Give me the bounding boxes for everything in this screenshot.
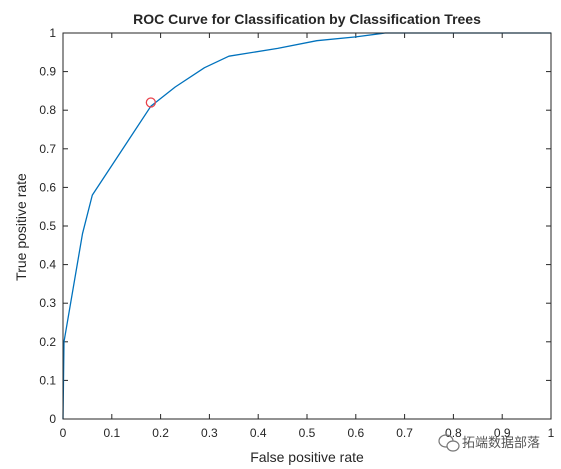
x-tick-label: 0.6 bbox=[347, 426, 364, 440]
x-tick-label: 0.8 bbox=[445, 426, 462, 440]
wechat-icon bbox=[438, 434, 460, 452]
y-tick-label: 0.2 bbox=[39, 335, 56, 349]
x-tick-label: 0.5 bbox=[299, 426, 316, 440]
y-tick-label: 0.7 bbox=[39, 142, 56, 156]
x-tick-label: 1 bbox=[548, 426, 555, 440]
x-tick-label: 0.1 bbox=[103, 426, 120, 440]
watermark: 拓端数据部落 bbox=[438, 434, 540, 452]
y-tick-label: 1 bbox=[49, 26, 56, 40]
y-tick-label: 0 bbox=[49, 412, 56, 426]
y-tick-label: 0.6 bbox=[39, 180, 56, 194]
x-tick-label: 0.7 bbox=[396, 426, 413, 440]
chart-title: ROC Curve for Classification by Classifi… bbox=[133, 11, 481, 27]
y-tick-label: 0.4 bbox=[39, 258, 56, 272]
roc-curve-line bbox=[62, 32, 551, 420]
ticks-layer: 0 0.1 0.2 0.3 0.4 0.5 0.6 0.7 0.8 0.9 1 0 0.1 0.2 0.3 0… bbox=[39, 26, 554, 440]
y-tick-label: 0.8 bbox=[39, 103, 56, 117]
y-tick-label: 0.1 bbox=[39, 373, 56, 387]
x-tick-label: 0.3 bbox=[201, 426, 218, 440]
x-tick-label: 0.4 bbox=[250, 426, 267, 440]
y-axis-label: True positive rate bbox=[13, 173, 29, 281]
x-tick-label: 0.2 bbox=[152, 426, 169, 440]
y-tick-label: 0.5 bbox=[39, 219, 56, 233]
series-layer bbox=[62, 32, 551, 420]
plot-area bbox=[63, 33, 551, 419]
y-tick-label: 0.3 bbox=[39, 296, 56, 310]
plot-frame bbox=[62, 32, 552, 420]
watermark-text: 拓端数据部落 bbox=[462, 436, 540, 451]
operating-point-marker bbox=[145, 97, 156, 108]
x-tick-label: 0 bbox=[60, 426, 67, 440]
y-tick-label: 0.9 bbox=[39, 65, 56, 79]
x-tick-label: 0.9 bbox=[494, 426, 511, 440]
x-axis-label: False positive rate bbox=[250, 449, 364, 465]
